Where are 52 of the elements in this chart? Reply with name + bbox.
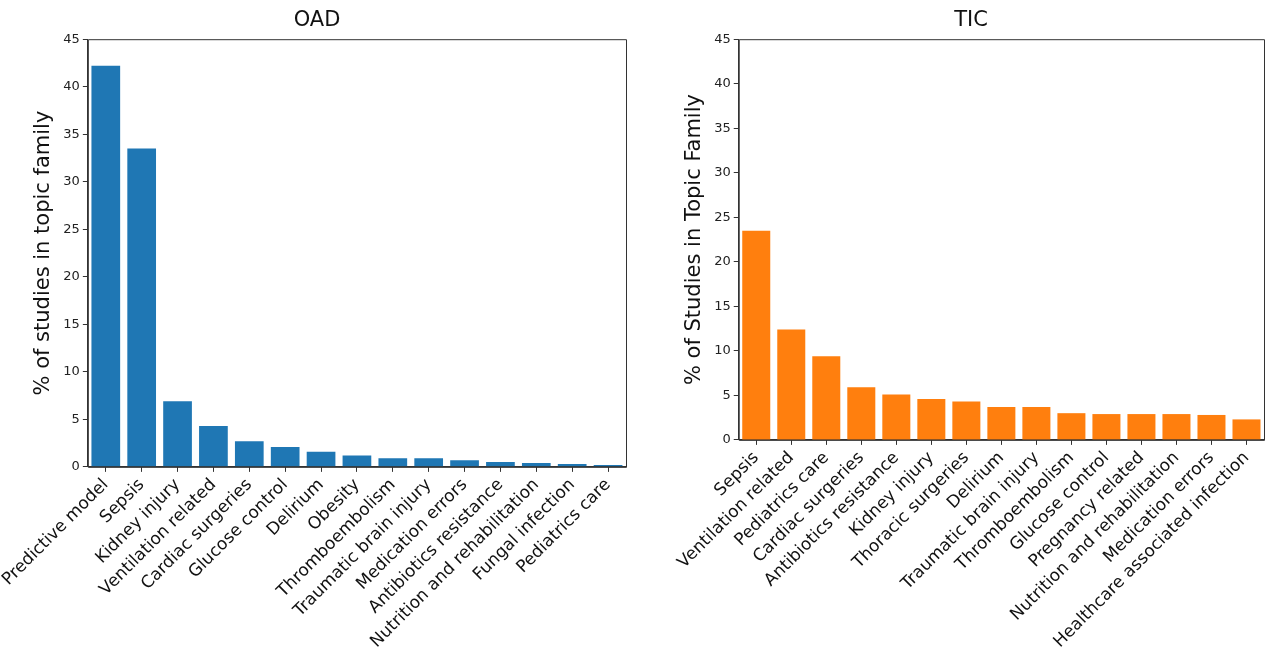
bar xyxy=(882,394,911,440)
y-tick-label: 30 xyxy=(63,173,80,189)
bar xyxy=(450,460,479,467)
bar xyxy=(1127,414,1156,440)
bar xyxy=(952,401,981,440)
bar xyxy=(306,451,336,467)
bar xyxy=(91,65,121,467)
bar xyxy=(777,329,806,440)
bar xyxy=(917,398,946,440)
bar xyxy=(1232,419,1261,440)
bar xyxy=(1162,414,1191,440)
bar xyxy=(270,446,300,467)
bar xyxy=(1092,414,1121,440)
bar xyxy=(742,230,771,440)
chart-title: TIC xyxy=(953,7,988,32)
y-tick-label: 10 xyxy=(63,363,80,379)
y-axis-title: % of studies in topic family xyxy=(30,110,55,396)
y-tick-label: 40 xyxy=(714,75,731,91)
bar xyxy=(847,387,876,440)
y-tick-label: 5 xyxy=(71,410,80,426)
y-tick-label: 45 xyxy=(63,30,80,46)
bar xyxy=(414,458,444,467)
y-tick-label: 0 xyxy=(722,431,731,447)
bar xyxy=(127,148,157,467)
y-tick-label: 45 xyxy=(714,30,731,46)
y-tick-label: 30 xyxy=(714,164,731,180)
bar xyxy=(1022,406,1051,440)
y-tick-label: 35 xyxy=(714,119,731,135)
y-tick-label: 35 xyxy=(63,125,80,141)
y-tick-label: 10 xyxy=(714,342,731,358)
y-tick-label: 15 xyxy=(714,297,731,313)
bar xyxy=(342,455,372,467)
y-tick-label: 5 xyxy=(722,386,731,402)
y-tick-label: 25 xyxy=(714,208,731,224)
chart-title: OAD xyxy=(293,7,341,32)
y-tick-label: 15 xyxy=(63,315,80,331)
y-tick-label: 0 xyxy=(71,458,80,474)
bar xyxy=(1057,413,1086,440)
y-tick-label: 20 xyxy=(714,253,731,269)
bar xyxy=(812,356,841,440)
y-axis-title: % of Studies in Topic Family xyxy=(681,94,706,386)
bar xyxy=(987,406,1016,440)
y-tick-label: 40 xyxy=(63,78,80,94)
bar xyxy=(234,441,264,467)
bar xyxy=(486,462,515,467)
y-tick-label: 25 xyxy=(63,220,80,236)
bar xyxy=(199,426,228,467)
y-tick-label: 20 xyxy=(63,268,80,284)
bar xyxy=(378,458,408,467)
bar xyxy=(163,401,192,467)
bar xyxy=(1197,414,1226,440)
bar xyxy=(521,463,551,467)
